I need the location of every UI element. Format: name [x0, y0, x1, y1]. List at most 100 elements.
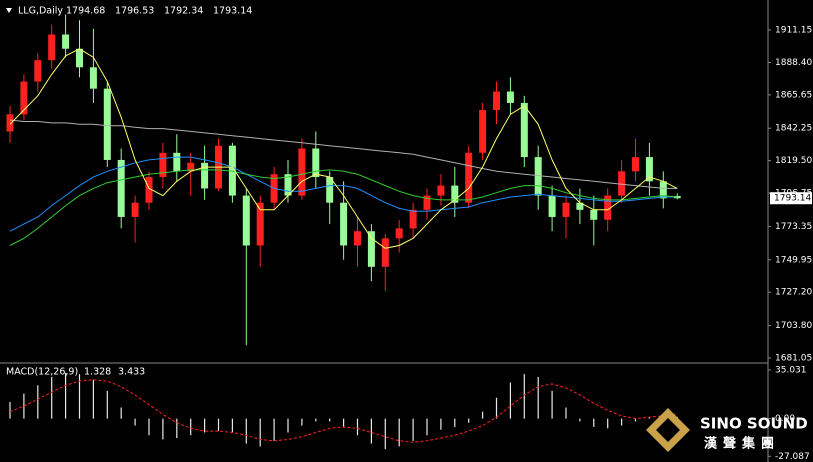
logo: SINO SOUND 漢聲集團 [646, 408, 808, 452]
y-tick-label: 1703.80 [775, 321, 812, 331]
macd-bar [523, 374, 525, 419]
macd-bar [204, 418, 206, 433]
macd-bar [426, 418, 428, 436]
candle-body [242, 195, 250, 246]
candle-body [451, 185, 459, 203]
y-tick-label: 1865.65 [775, 90, 812, 100]
logo-name: SINO SOUND [700, 415, 808, 433]
macd-bar [315, 418, 317, 422]
macd-bar [356, 418, 359, 436]
menu-arrow [6, 8, 12, 13]
candle-body [89, 67, 97, 89]
candle-body [632, 157, 639, 172]
macd-bar [454, 418, 456, 427]
candle-body [326, 177, 334, 203]
macd-bar [120, 407, 122, 419]
macd-bar [259, 418, 261, 447]
macd-bar [23, 393, 25, 419]
candle-body [562, 202, 570, 217]
candle-body [520, 102, 528, 158]
y-tick-label: 1749.95 [775, 255, 812, 265]
candle-body [34, 60, 42, 82]
price-box [770, 192, 812, 205]
candle-body [493, 91, 500, 111]
candle-body [437, 185, 445, 196]
macd-bar [509, 382, 511, 419]
macd-bar [106, 390, 108, 419]
candle-body [645, 157, 653, 182]
candle-body [604, 195, 612, 220]
candle-body [312, 148, 320, 178]
signal-line [9, 379, 678, 443]
candle-body [201, 162, 209, 189]
moving-average [9, 119, 678, 189]
candle-body [548, 195, 556, 217]
macd-bar [343, 418, 345, 427]
y-tick-label: 0.00 [775, 414, 795, 424]
macd-bar [190, 418, 192, 436]
y-tick-label: 1681.05 [775, 354, 812, 364]
candle-body [76, 48, 83, 68]
logo-icon-inner [656, 418, 680, 442]
chart-title: LLG,Daily [18, 6, 63, 17]
candle-body [145, 177, 153, 203]
macd-bar [329, 418, 331, 422]
candle-body [173, 152, 181, 172]
candle-body [409, 209, 417, 229]
candle-body [465, 152, 473, 203]
candle-body [367, 231, 375, 267]
macd-bar [634, 418, 637, 422]
moving-average [9, 156, 678, 232]
macd-bar [134, 418, 136, 426]
macd-bar [217, 418, 220, 432]
moving-average [9, 169, 678, 246]
candle-body [423, 195, 431, 210]
candle-body [340, 202, 348, 246]
macd-bar [412, 418, 414, 441]
ohlc-value: 1796.53 [115, 6, 154, 17]
y-tick-label: -27.087 [775, 452, 810, 462]
macd-bar [495, 397, 498, 419]
macd-bar [273, 418, 275, 441]
ohlc-value: 1792.34 [164, 6, 203, 17]
macd-bar [398, 418, 400, 447]
macd-bar [301, 418, 303, 426]
macd-bar [551, 390, 553, 419]
logo-subtitle: 漢聲集團 [704, 436, 780, 452]
macd-value: 1.328 [84, 367, 111, 378]
candle-body [159, 152, 167, 178]
macd-bar [148, 418, 150, 436]
macd-title: MACD(12,26,9) [6, 367, 78, 378]
macd-bar [9, 401, 11, 419]
candle-body [659, 181, 667, 199]
candle-body [395, 228, 403, 239]
candle-body [62, 34, 70, 49]
candle-body [6, 114, 14, 132]
candle-body [187, 162, 195, 172]
macd-bar [621, 418, 623, 426]
macd-bar [51, 376, 53, 419]
y-tick-label: 1727.20 [775, 288, 812, 298]
macd-bar [565, 407, 567, 419]
candle-body [256, 202, 264, 246]
candle-body [354, 231, 361, 246]
macd-bar [65, 372, 67, 419]
macd-bar [37, 385, 39, 419]
ohlc-value: 1793.14 [213, 6, 252, 17]
y-tick-label: 1888.40 [775, 58, 812, 68]
candle-body [298, 148, 306, 196]
candle-body [381, 238, 389, 267]
macd-bar [384, 418, 386, 450]
macd-bar [78, 374, 81, 419]
candle-body [506, 91, 514, 103]
price-label: 1793.14 [774, 194, 811, 204]
candle-body [131, 202, 139, 217]
candle-body [576, 202, 584, 210]
macd-bar [648, 417, 650, 419]
candle-body [20, 81, 28, 115]
y-tick-label: 1842.25 [775, 124, 812, 134]
candle-body [590, 209, 598, 220]
